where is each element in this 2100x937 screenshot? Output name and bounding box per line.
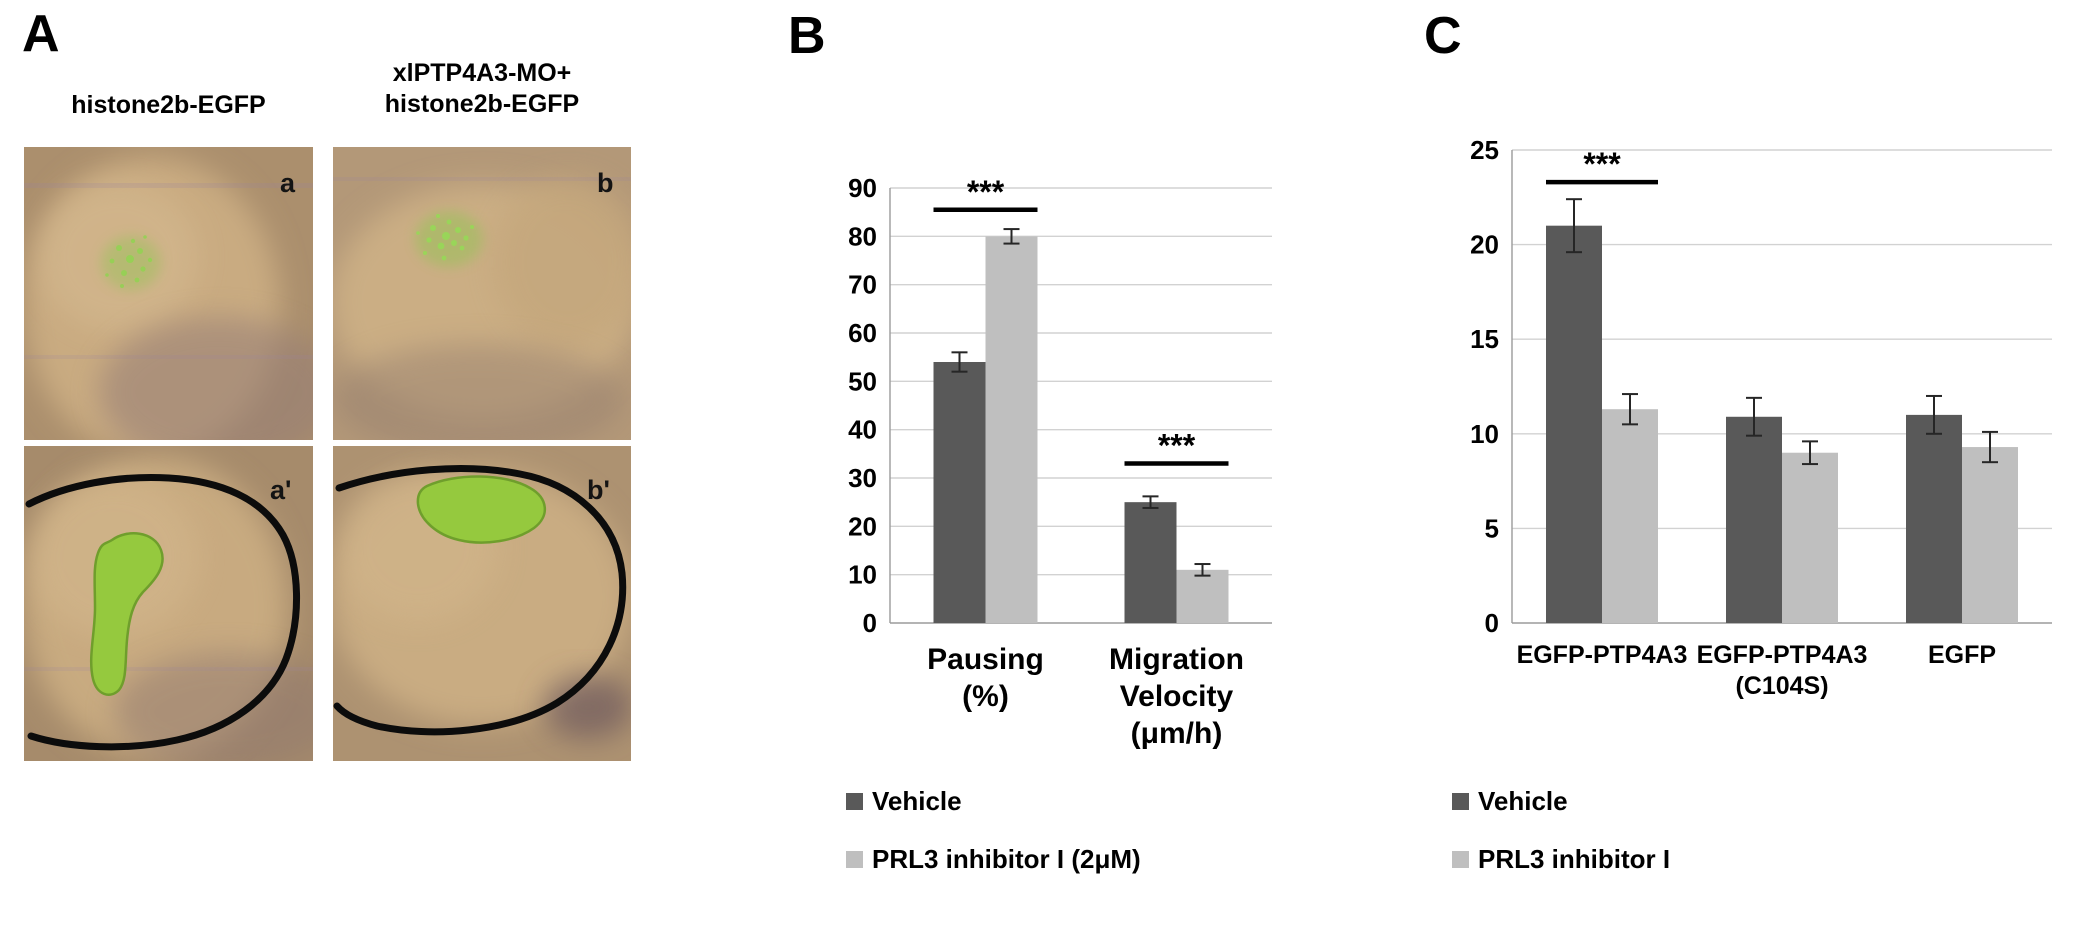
category-label: EGFP: [1928, 641, 1996, 669]
category-label: EGFP-PTP4A3 (C104S): [1697, 641, 1868, 700]
panel-b-label: B: [788, 7, 826, 65]
xlptp4a3-mo-title: xlPTP4A3-MO+ histone2b-EGFP: [333, 58, 631, 119]
micrograph-column-mo: b b': [333, 147, 631, 761]
y-tick-label: 5: [1485, 513, 1499, 543]
y-tick-label: 25: [1470, 135, 1499, 165]
panel-a-label: A: [22, 5, 60, 63]
category-label: Pausing (%): [927, 643, 1044, 713]
y-tick-label: 15: [1470, 324, 1499, 354]
sub-label-b: b: [597, 168, 614, 198]
bar: [933, 362, 986, 623]
y-tick-label: 0: [1485, 608, 1499, 638]
significance-stars: ***: [967, 174, 1005, 210]
y-tick-label: 10: [848, 560, 877, 590]
histone2b-egfp-title: histone2b-EGFP: [71, 91, 266, 119]
vehicle-legend-label: Vehicle: [872, 786, 962, 816]
xlptp4a3-mo-title-line1: xlPTP4A3-MO+: [392, 59, 572, 87]
bar: [1726, 416, 1782, 623]
prl3-inhibitor-legend-label: PRL3 inhibitor I: [1478, 844, 1671, 874]
micrograph-a-prime: a': [24, 446, 313, 761]
significance-stars: ***: [1583, 146, 1621, 182]
micrograph-a: a: [24, 147, 313, 440]
bar: [985, 236, 1038, 623]
vehicle-legend-swatch: [846, 793, 863, 810]
bar: [1546, 225, 1602, 623]
legend-item-vehicle: Vehicle: [846, 786, 1141, 817]
y-tick-label: 90: [848, 173, 877, 203]
bar: [1962, 447, 2018, 623]
panel-c-chart: 0 5 10 15 20 25 EGFP-PTP4A3 EGFP-PTP4A3 (C104S) E…: [1470, 135, 2052, 700]
sub-label-a-prime: a': [270, 475, 291, 505]
legend-item-prl3-inhibitor: PRL3 inhibitor I (2μM): [846, 844, 1141, 875]
y-tick-label: 80: [848, 221, 877, 251]
y-tick-label: 0: [863, 608, 877, 638]
prl3-inhibitor-legend-swatch: [1452, 851, 1469, 868]
panel-c-legend: Vehicle PRL3 inhibitor I: [1452, 786, 1670, 875]
bar: [1124, 502, 1177, 623]
micrograph-b: b: [333, 147, 631, 440]
category-label: Migration Velocity (μm/h): [1109, 643, 1244, 750]
gfp-cells-highlight-a: [89, 532, 164, 696]
prl3-inhibitor-legend-swatch: [846, 851, 863, 868]
legend-item-prl3-inhibitor: PRL3 inhibitor I: [1452, 844, 1670, 875]
sub-label-b-prime: b': [587, 475, 610, 505]
embryo-outline-a: [25, 474, 300, 751]
bar: [1906, 414, 1962, 623]
gfp-cells-highlight-b: [416, 475, 546, 544]
xlptp4a3-mo-title-line2: histone2b-EGFP: [384, 89, 580, 118]
gfp-speckles: [416, 214, 474, 261]
gfp-speckles: [105, 235, 153, 288]
panel-b-legend: Vehicle PRL3 inhibitor I (2μM): [846, 786, 1141, 875]
y-tick-label: 70: [848, 270, 877, 300]
category-label: EGFP-PTP4A3: [1517, 641, 1688, 669]
gfp-speckle-glow: [101, 236, 161, 290]
y-tick-label: 10: [1470, 419, 1499, 449]
y-tick-label: 20: [848, 511, 877, 541]
y-tick-label: 50: [848, 366, 877, 396]
y-tick-label: 40: [848, 415, 877, 445]
significance-stars: ***: [1158, 428, 1196, 464]
bar: [1176, 569, 1229, 623]
legend-item-vehicle: Vehicle: [1452, 786, 1670, 817]
embryo-outline-b: [333, 465, 627, 736]
panel-b-chart: 0 10 20 30 40 50 60 70 80 90 Pausing (%) Migration Ve…: [848, 173, 1272, 750]
sub-label-a: a: [280, 168, 296, 198]
y-tick-label: 30: [848, 463, 877, 493]
gfp-speckle-glow: [415, 211, 483, 267]
prl3-inhibitor-legend-label: PRL3 inhibitor I (2μM): [872, 844, 1141, 874]
y-tick-label: 20: [1470, 230, 1499, 260]
bar: [1602, 409, 1658, 623]
micrograph-b-prime: b': [333, 446, 631, 761]
panel-c-label: C: [1424, 7, 1462, 65]
y-tick-label: 60: [848, 318, 877, 348]
micrograph-column-histone2b: a a': [24, 147, 313, 761]
bar: [1782, 452, 1838, 623]
vehicle-legend-swatch: [1452, 793, 1469, 810]
vehicle-legend-label: Vehicle: [1478, 786, 1568, 816]
